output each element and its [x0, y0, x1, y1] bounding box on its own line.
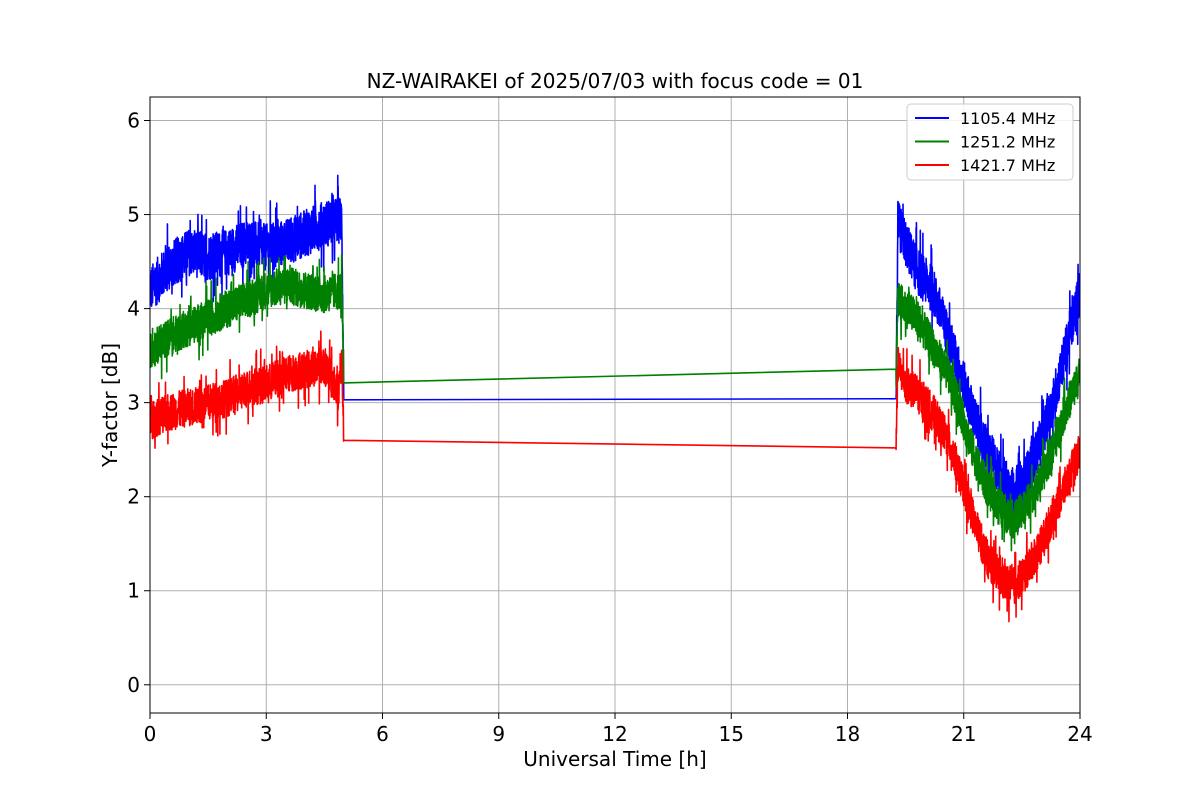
series-layer: [150, 174, 1080, 623]
x-tick-label: 21: [951, 722, 976, 746]
y-tick-label: 3: [127, 391, 140, 415]
legend-label: 1251.2 MHz: [960, 133, 1055, 152]
y-tick-label: 4: [127, 297, 140, 321]
x-tick-label: 0: [144, 722, 157, 746]
legend-label: 1421.7 MHz: [960, 156, 1055, 175]
series-line-1: [150, 253, 1080, 552]
y-axis-ticks: 0 1 2 3 4 5 6: [127, 109, 150, 697]
legend: 1105.4 MHz 1251.2 MHz 1421.7 MHz: [906, 103, 1074, 181]
x-tick-label: 15: [719, 722, 744, 746]
x-tick-label: 18: [835, 722, 860, 746]
x-axis-label: Universal Time [h]: [523, 747, 706, 771]
y-tick-label: 0: [127, 673, 140, 697]
x-axis-ticks: 0 3 6 9 12 15 18 21 24: [144, 713, 1093, 746]
y-axis-label: Y-factor [dB]: [98, 343, 122, 468]
x-tick-label: 6: [376, 722, 389, 746]
legend-label: 1105.4 MHz: [960, 109, 1055, 128]
y-tick-label: 5: [127, 203, 140, 227]
x-tick-label: 24: [1067, 722, 1092, 746]
x-tick-label: 9: [492, 722, 505, 746]
x-tick-label: 12: [602, 722, 627, 746]
y-tick-label: 1: [127, 579, 140, 603]
y-tick-label: 6: [127, 109, 140, 133]
legend-box: [906, 103, 1074, 181]
chart-title: NZ-WAIRAKEI of 2025/07/03 with focus cod…: [367, 69, 864, 93]
series-line-2: [150, 330, 1080, 623]
x-tick-label: 3: [260, 722, 273, 746]
y-tick-label: 2: [127, 485, 140, 509]
series-line-0: [150, 174, 1080, 533]
